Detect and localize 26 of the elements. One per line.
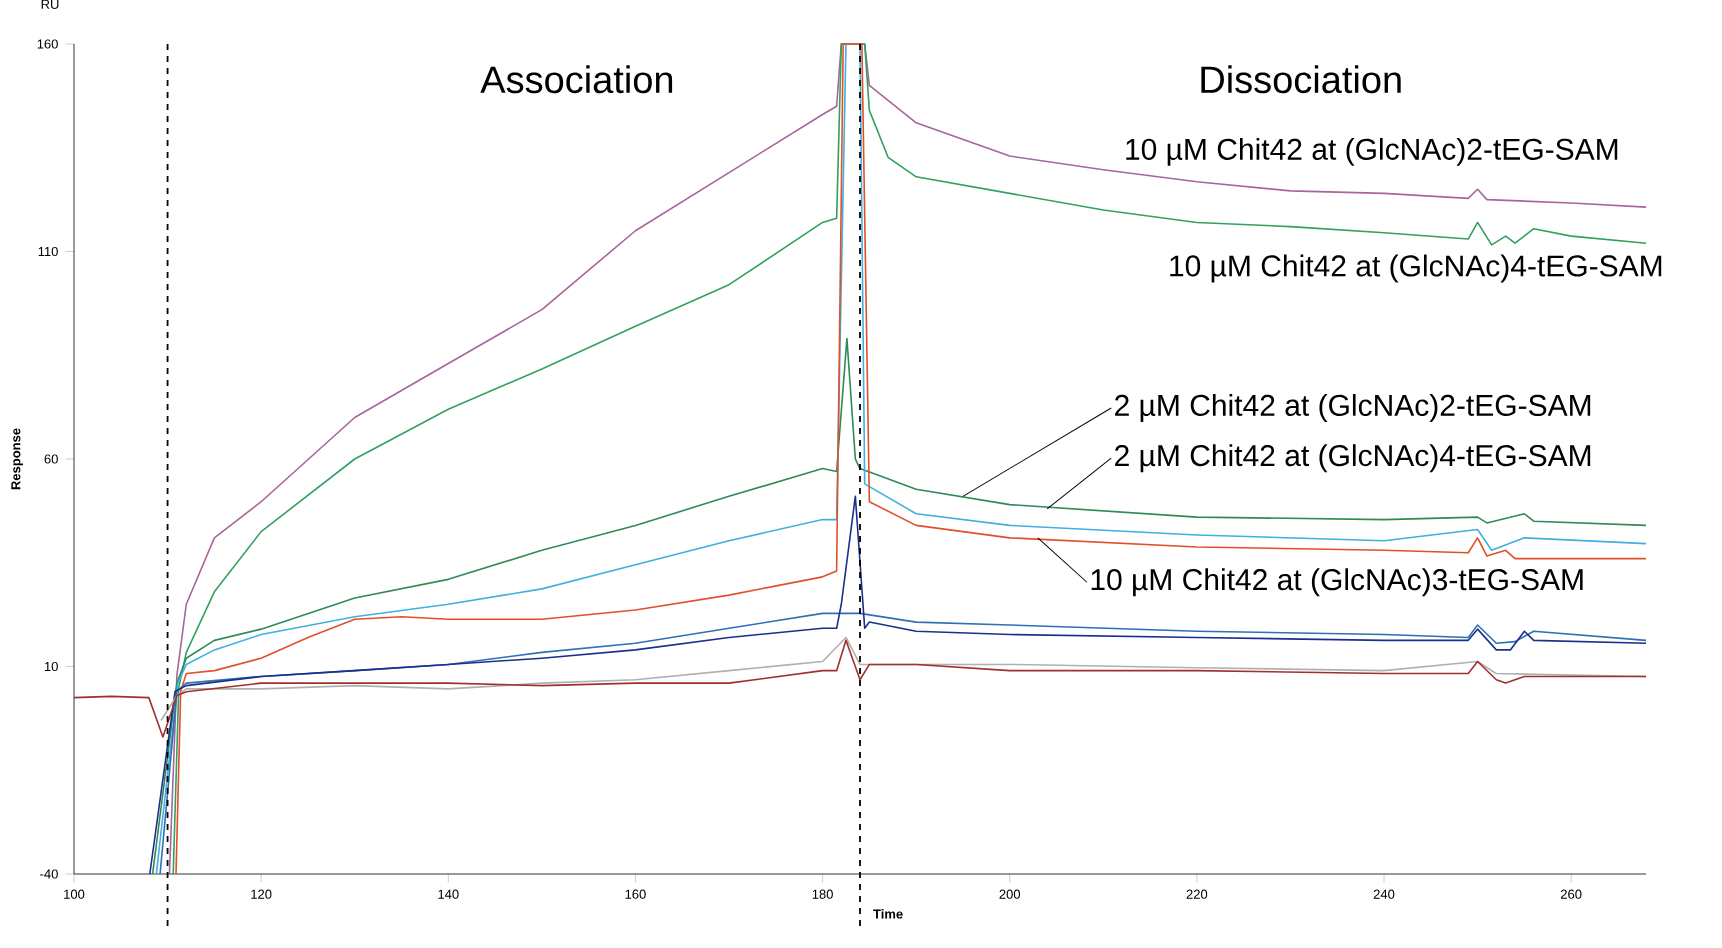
annotation: 10 µM Chit42 at (GlcNAc)3-tEG-SAM [1091, 568, 1583, 597]
x-tick-label: 260 [1560, 889, 1582, 899]
y-tick-label: -40 [40, 869, 58, 879]
x-tick-label: 240 [1373, 889, 1395, 899]
x-tick-label: 220 [1186, 889, 1208, 899]
x-axis-title: Time [873, 909, 903, 919]
y-tick-label: 60 [44, 454, 58, 464]
line-series [149, 495, 1647, 875]
x-tick-label: 160 [625, 889, 646, 899]
annotation: Association [480, 65, 673, 94]
y-tick-label: 10 [44, 661, 58, 672]
y-tick-label: 160 [37, 39, 58, 49]
text: RU [41, 0, 59, 9]
annotation: 10 µM Chit42 at (GlcNAc)2-tEG-SAM [1126, 137, 1618, 166]
x-tick-label: 180 [812, 889, 833, 899]
y-tick-label: 110 [38, 246, 58, 257]
x-tick-label: 140 [438, 889, 459, 899]
x-tick-label: 200 [999, 889, 1021, 899]
y-axis-title: Response [11, 428, 23, 490]
x-tick-label: 120 [251, 889, 272, 899]
line-series [151, 337, 1647, 875]
annotation: 2 µM Chit42 at (GlcNAc)2-tEG-SAM [1115, 393, 1591, 422]
x-tick-label: 100 [64, 889, 85, 899]
annotation: Dissociation [1201, 65, 1401, 94]
annotation: 2 µM Chit42 at (GlcNAc)4-tEG-SAM [1115, 444, 1591, 473]
annotation: 10 µM Chit42 at (GlcNAc)4-tEG-SAM [1170, 254, 1662, 283]
